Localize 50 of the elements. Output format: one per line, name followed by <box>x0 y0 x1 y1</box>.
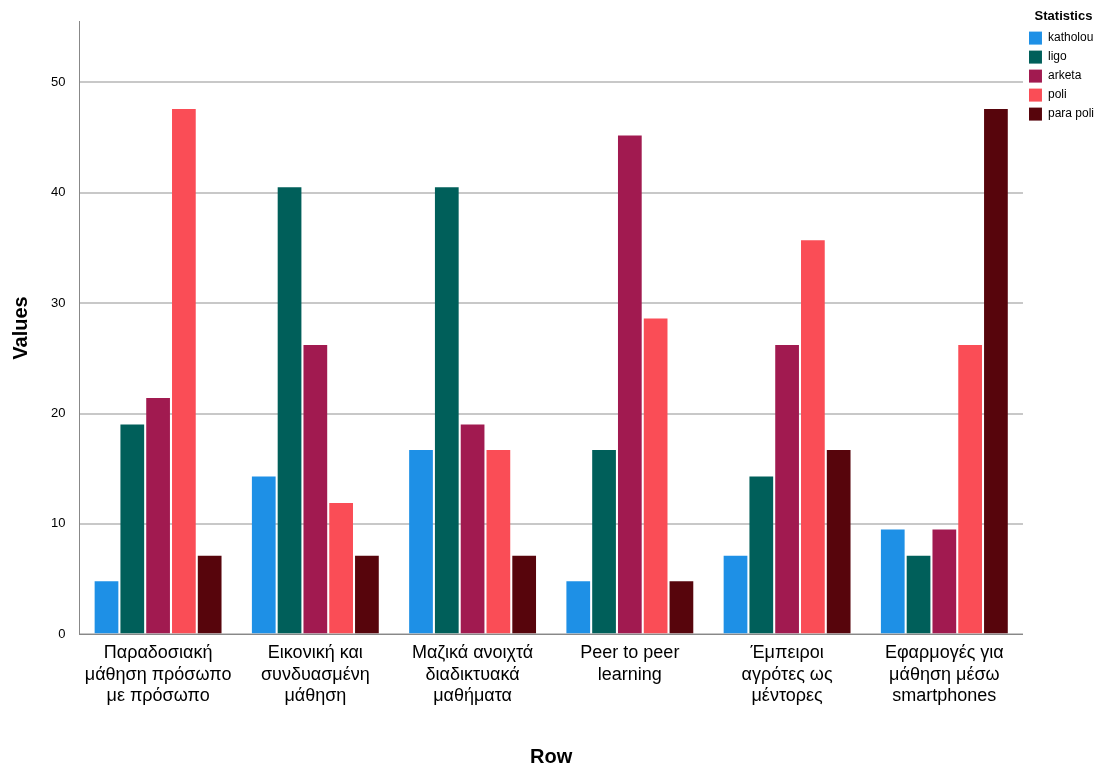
x-tick-label: Peer to peer learning <box>580 641 680 684</box>
y-tick-label: 40 <box>50 184 66 200</box>
bar <box>566 581 591 634</box>
legend-label: arketa <box>1047 68 1082 83</box>
x-tick-label: Παραδοσιακή μάθηση πρόσωπο με πρόσωπο <box>84 641 232 706</box>
bar <box>669 581 694 634</box>
bar <box>932 529 957 634</box>
bar <box>197 555 222 634</box>
y-tick-label: 30 <box>50 294 66 310</box>
bar <box>617 135 642 634</box>
bar <box>643 318 668 634</box>
legend-label: ligo <box>1047 49 1067 64</box>
bar <box>958 345 982 634</box>
bar <box>355 555 379 634</box>
bar <box>801 240 825 634</box>
y-tick-label: 10 <box>50 515 66 531</box>
legend-title: Statistics <box>1034 8 1093 24</box>
bar <box>486 449 511 634</box>
x-tick-label: Μαζικά ανοιχτά διαδικτυακά μαθήματα <box>411 641 534 706</box>
bar <box>172 108 196 634</box>
y-tick-label: 0 <box>58 625 66 641</box>
bar <box>94 581 119 634</box>
bar <box>303 345 328 634</box>
bar <box>826 449 851 634</box>
bar <box>120 424 145 634</box>
bar <box>277 187 302 634</box>
bar <box>723 555 748 634</box>
legend-label: poli <box>1047 87 1067 102</box>
bar <box>460 424 485 634</box>
bar <box>880 529 905 634</box>
bar <box>906 555 931 634</box>
bar <box>749 476 774 634</box>
y-axis-title: Values <box>8 296 31 360</box>
bar <box>512 555 537 634</box>
legend-label: para poli <box>1047 106 1094 121</box>
bar <box>592 449 616 634</box>
bar <box>984 108 1008 634</box>
x-tick-label: Έμπειροι αγρότες ως μέντορες <box>741 641 833 706</box>
x-tick-label: Εφαρμογές για μάθηση μέσω smartphones <box>884 641 1004 706</box>
y-tick-label: 20 <box>50 405 66 421</box>
bar <box>434 187 459 634</box>
bar <box>146 398 170 634</box>
y-tick-label: 50 <box>50 74 66 90</box>
bar <box>775 345 799 634</box>
x-axis-title: Row <box>530 744 573 767</box>
bar <box>409 449 433 634</box>
bar <box>251 476 276 634</box>
bar <box>329 502 353 634</box>
x-tick-label: Εικονική και συνδυασμένη μάθηση <box>260 641 370 706</box>
legend-label: katholou <box>1047 30 1094 45</box>
